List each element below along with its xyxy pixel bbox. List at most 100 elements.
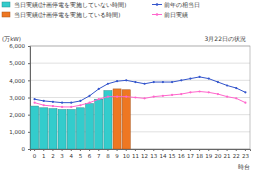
- x-tick-mark: [107, 149, 108, 151]
- x-tick-mark: [245, 149, 246, 151]
- marker: [180, 79, 182, 81]
- x-tick-label: 23: [242, 153, 249, 159]
- x-tick-mark: [62, 149, 63, 151]
- y-tick: 2,000: [9, 112, 30, 118]
- x-tick-mark: [43, 149, 44, 151]
- marker: [107, 83, 109, 85]
- marker: [143, 97, 145, 99]
- y-tick: 0: [22, 146, 31, 152]
- legend-swatch: [2, 12, 10, 17]
- x-tick-mark: [80, 149, 81, 151]
- marker: [226, 84, 228, 86]
- x-axis-line: [31, 150, 251, 152]
- x-tick-label: 5: [79, 153, 83, 159]
- y-axis: 01,0002,0003,0004,0005,0006,000: [9, 43, 30, 152]
- marker: [70, 106, 72, 108]
- marker: [52, 101, 54, 103]
- marker: [98, 98, 100, 100]
- marker: [43, 104, 45, 106]
- bar: [58, 110, 66, 149]
- x-tick-mark: [98, 149, 99, 151]
- x-tick: 1: [42, 149, 46, 159]
- x-tick-mark: [199, 149, 200, 151]
- x-tick: 5: [79, 149, 83, 159]
- bar: [86, 104, 94, 149]
- bar-series: [31, 91, 112, 149]
- x-tick: 17: [187, 149, 194, 159]
- chart: 01,0002,0003,0004,0005,0006,000012345678…: [0, 0, 260, 173]
- x-tick: 11: [132, 149, 139, 159]
- marker: [125, 96, 127, 98]
- marker: [208, 78, 210, 80]
- legend-marker: [156, 3, 159, 6]
- line: [35, 91, 246, 106]
- x-tick: 0: [33, 149, 37, 159]
- x-tick-mark: [172, 149, 173, 151]
- marker: [244, 91, 246, 93]
- y-tick: 5,000: [9, 60, 30, 66]
- marker: [98, 88, 100, 90]
- grid-line: [30, 80, 250, 81]
- y-tick-mark: [28, 149, 30, 150]
- y-tick-mark: [28, 132, 30, 133]
- y-axis-title: (万kW): [2, 36, 21, 42]
- x-tick-label: 11: [132, 153, 139, 159]
- x-tick-label: 12: [141, 153, 148, 159]
- y-tick-mark: [28, 80, 30, 81]
- x-tick-label: 16: [178, 153, 185, 159]
- bar: [95, 99, 103, 149]
- x-tick-label: 4: [70, 153, 74, 159]
- x-tick: 8: [106, 149, 110, 159]
- x-tick-label: 2: [51, 153, 55, 159]
- marker: [116, 80, 118, 82]
- marker: [61, 102, 63, 104]
- y-tick-label: 1,000: [9, 129, 25, 135]
- marker: [162, 81, 164, 83]
- x-tick-label: 13: [150, 153, 157, 159]
- marker: [61, 106, 63, 108]
- x-tick: 10: [123, 149, 130, 159]
- marker: [235, 87, 237, 89]
- x-tick: 19: [205, 149, 212, 159]
- x-tick-label: 15: [169, 153, 176, 159]
- marker: [79, 104, 81, 106]
- x-tick-label: 7: [97, 153, 101, 159]
- marker: [244, 102, 246, 104]
- bar: [113, 89, 121, 149]
- y-tick-mark: [28, 63, 30, 64]
- grid-line: [30, 63, 250, 64]
- bar-series: [113, 89, 130, 149]
- legend-label: 前日実績: [164, 11, 188, 18]
- marker: [171, 81, 173, 83]
- x-tick-label: 18: [196, 153, 203, 159]
- legend-item: 当日実績(計画停電を実施している時間): [2, 11, 120, 18]
- marks: [31, 76, 247, 149]
- y-tick: 4,000: [9, 78, 30, 84]
- bar: [31, 106, 39, 149]
- x-tick-mark: [144, 149, 145, 151]
- x-tick-mark: [227, 149, 228, 151]
- bar: [104, 91, 112, 149]
- plot: 01,0002,0003,0004,0005,0006,000012345678…: [9, 43, 250, 159]
- x-tick: 6: [88, 149, 92, 159]
- marker: [52, 105, 54, 107]
- marker: [189, 78, 191, 80]
- y-tick-label: 4,000: [9, 78, 25, 84]
- x-tick-label: 20: [214, 153, 221, 159]
- legend-swatch: [152, 4, 162, 5]
- marker: [116, 96, 118, 98]
- marker: [153, 96, 155, 98]
- marker: [235, 97, 237, 99]
- marker: [33, 102, 35, 104]
- legend-item: 当日実績(計画停電を実施していない時間): [2, 1, 126, 9]
- x-tick-mark: [89, 149, 90, 151]
- marker: [189, 91, 191, 93]
- bar: [76, 108, 84, 149]
- marker: [134, 81, 136, 83]
- x-tick: 15: [169, 149, 176, 159]
- y-tick: 3,000: [9, 95, 30, 101]
- marker: [153, 81, 155, 83]
- x-tick: 12: [141, 149, 148, 159]
- marker: [107, 96, 109, 98]
- plot-frame: [30, 46, 250, 149]
